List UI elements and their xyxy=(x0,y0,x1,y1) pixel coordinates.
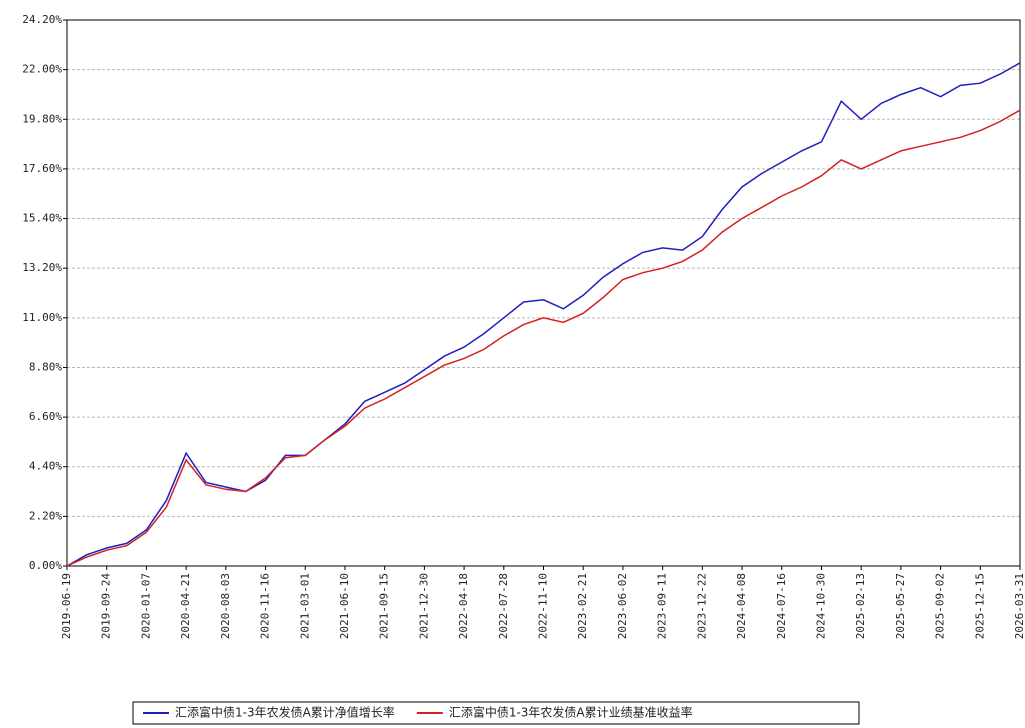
y-tick-label: 11.00% xyxy=(22,311,62,324)
x-tick-label: 2021-03-01 xyxy=(298,573,311,639)
x-tick-label: 2024-10-30 xyxy=(814,573,827,639)
x-tick-label: 2025-02-13 xyxy=(854,573,867,639)
x-tick-label: 2025-05-27 xyxy=(894,573,907,639)
y-tick-label: 2.20% xyxy=(29,509,62,522)
y-tick-label: 6.60% xyxy=(29,410,62,423)
series-line xyxy=(66,62,1021,567)
x-tick-label: 2020-01-07 xyxy=(139,573,152,639)
x-tick-label: 2025-12-15 xyxy=(973,573,986,639)
y-tick-label: 15.40% xyxy=(22,212,62,225)
y-tick-label: 19.80% xyxy=(22,112,62,125)
x-tick-label: 2023-02-21 xyxy=(576,573,589,639)
y-tick-label: 0.00% xyxy=(29,559,62,572)
y-tick-label: 4.40% xyxy=(29,460,62,473)
x-tick-label: 2023-09-11 xyxy=(656,573,669,639)
x-tick-label: 2019-06-19 xyxy=(60,573,73,639)
x-tick-label: 2024-07-16 xyxy=(775,573,788,639)
x-tick-label: 2020-04-21 xyxy=(179,573,192,639)
x-tick-label: 2019-09-24 xyxy=(100,573,113,640)
x-tick-label: 2020-11-16 xyxy=(259,573,272,639)
y-tick-label: 17.60% xyxy=(22,162,62,175)
x-tick-label: 2020-08-03 xyxy=(219,573,232,639)
y-tick-label: 24.20% xyxy=(22,13,62,26)
x-tick-label: 2023-06-02 xyxy=(616,573,629,639)
x-tick-label: 2021-09-15 xyxy=(378,573,391,639)
x-tick-label: 2024-04-08 xyxy=(735,573,748,639)
x-tick-label: 2022-11-10 xyxy=(537,573,550,639)
x-tick-label: 2021-06-10 xyxy=(338,573,351,639)
y-tick-label: 8.80% xyxy=(29,360,62,373)
x-tick-label: 2026-03-31 xyxy=(1013,573,1025,639)
legend-label: 汇添富中债1-3年农发债A累计业绩基准收益率 xyxy=(449,705,693,720)
x-tick-label: 2023-12-22 xyxy=(695,573,708,639)
y-tick-label: 13.20% xyxy=(22,261,62,274)
x-tick-label: 2021-12-30 xyxy=(417,573,430,639)
series-line xyxy=(66,109,1021,567)
legend-label: 汇添富中债1-3年农发债A累计净值增长率 xyxy=(175,705,395,720)
legend-box xyxy=(132,701,860,725)
x-tick-label: 2022-07-28 xyxy=(497,573,510,639)
x-tick-label: 2022-04-18 xyxy=(457,573,470,639)
x-tick-label: 2025-09-02 xyxy=(934,573,947,639)
y-tick-label: 22.00% xyxy=(22,63,62,76)
